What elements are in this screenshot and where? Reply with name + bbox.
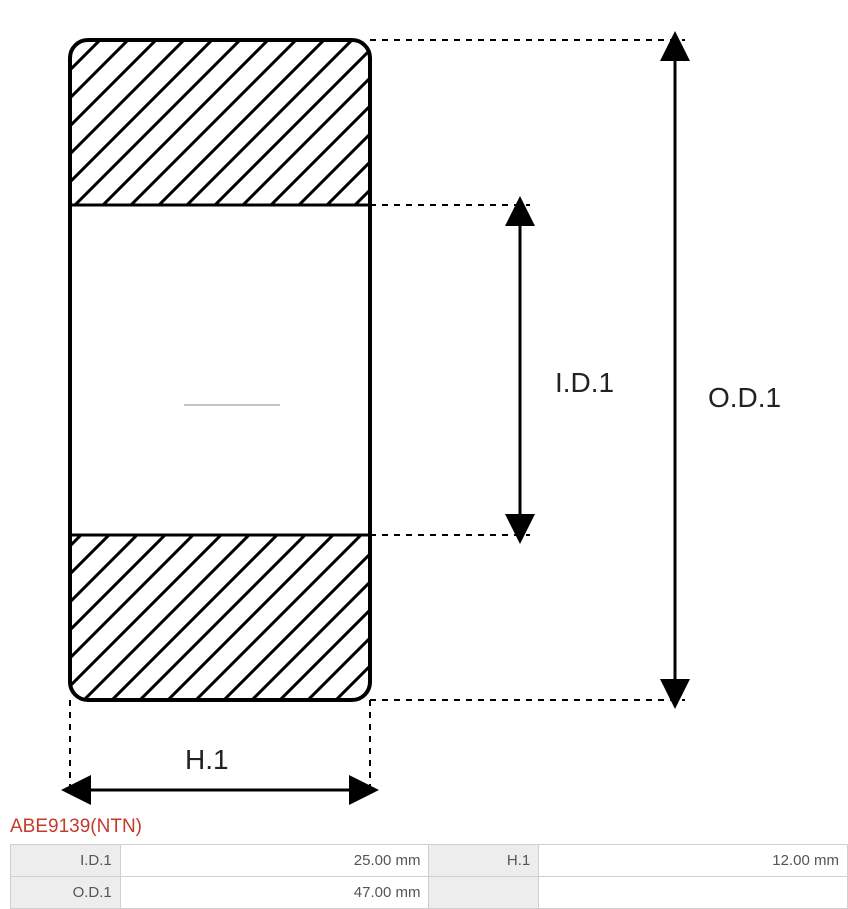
technical-diagram: I.D.1 O.D.1 H.1 xyxy=(0,0,848,810)
spec-label: I.D.1 xyxy=(11,845,121,877)
spec-value xyxy=(539,877,848,909)
spec-value: 47.00 mm xyxy=(120,877,429,909)
spec-label: O.D.1 xyxy=(11,877,121,909)
spec-value: 25.00 mm xyxy=(120,845,429,877)
part-title: ABE9139(NTN) xyxy=(0,810,848,844)
spec-label: H.1 xyxy=(429,845,539,877)
spec-table: I.D.1 25.00 mm H.1 12.00 mm O.D.1 47.00 … xyxy=(10,844,848,909)
h1-label: H.1 xyxy=(185,744,229,776)
page: I.D.1 O.D.1 H.1 ABE9139(NTN) I.D.1 25.00… xyxy=(0,0,848,909)
spec-value: 12.00 mm xyxy=(539,845,848,877)
od1-label: O.D.1 xyxy=(708,382,781,414)
table-row: I.D.1 25.00 mm H.1 12.00 mm xyxy=(11,845,848,877)
spec-label xyxy=(429,877,539,909)
id1-label: I.D.1 xyxy=(555,367,614,399)
table-row: O.D.1 47.00 mm xyxy=(11,877,848,909)
